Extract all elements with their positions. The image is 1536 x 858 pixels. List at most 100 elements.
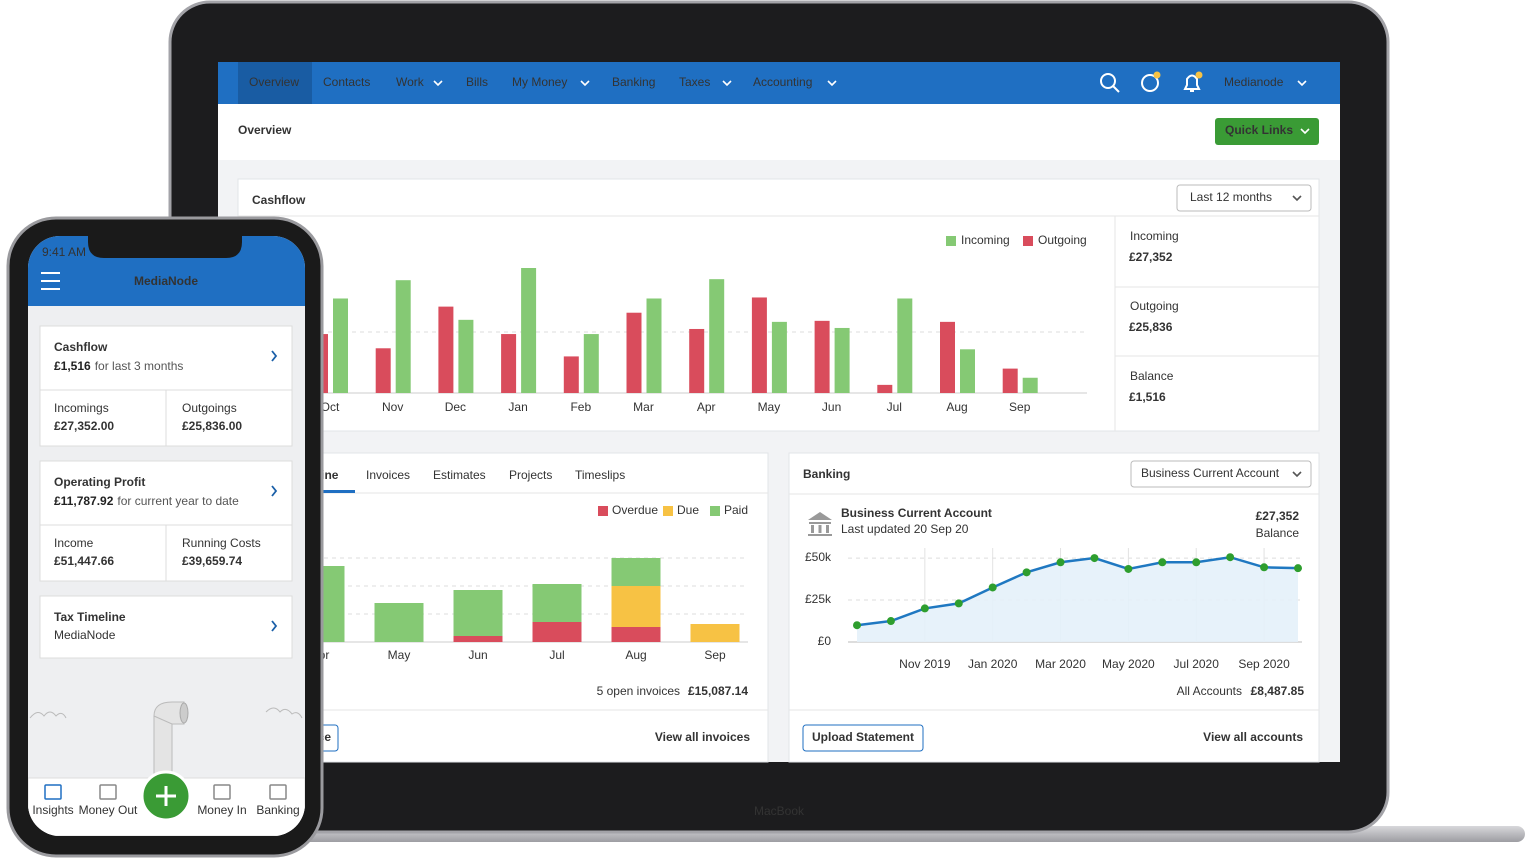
- card-caption: for current year to date: [117, 494, 239, 508]
- bar: [751, 297, 767, 393]
- x-tick-label: Sep 2020: [1238, 657, 1290, 671]
- chevron: [580, 80, 590, 87]
- balance-point: [853, 621, 861, 630]
- bar: [1002, 368, 1018, 393]
- nav-item[interactable]: My Money: [512, 75, 567, 89]
- nav-item[interactable]: Contacts: [323, 75, 370, 89]
- app-title: MediaNode: [134, 274, 198, 288]
- laptop-brand: MacBook: [754, 804, 805, 818]
- bar-segment: [611, 586, 661, 627]
- bar: [877, 384, 893, 393]
- chevron: [271, 620, 278, 632]
- nav-item[interactable]: Bills: [466, 75, 488, 89]
- balance-area: [857, 557, 1298, 642]
- period-select-label[interactable]: Last 12 months: [1190, 190, 1272, 204]
- bar: [626, 312, 642, 393]
- balance-point: [1260, 563, 1269, 572]
- account-menu[interactable]: Medianode: [1224, 75, 1284, 89]
- view-all-invoices[interactable]: View all invoices: [655, 730, 750, 744]
- tab[interactable]: Projects: [509, 468, 552, 482]
- upload-button[interactable]: [802, 724, 924, 752]
- legend-swatch: [663, 506, 673, 516]
- card-title: Cashflow: [54, 340, 108, 354]
- bar: [521, 268, 537, 393]
- tab-label[interactable]: Money In: [197, 803, 246, 817]
- search-icon-handle: [1112, 85, 1120, 93]
- card-amount: £11,787.92: [54, 494, 114, 508]
- y-tick-label: £25k: [805, 592, 832, 606]
- x-tick-label: Feb: [570, 400, 591, 414]
- add-icon: [156, 786, 176, 806]
- balance-point: [920, 604, 929, 613]
- x-tick-label: Apr: [697, 400, 716, 414]
- nav-item[interactable]: Accounting: [753, 75, 812, 89]
- upload-label[interactable]: Upload Statement: [812, 730, 914, 744]
- chevron: [1300, 128, 1310, 135]
- chevron: [271, 350, 278, 362]
- tab-icon[interactable]: [213, 784, 231, 800]
- x-tick-label: Dec: [445, 400, 466, 414]
- bar: [709, 279, 725, 393]
- x-tick-label: Sep: [704, 648, 726, 662]
- bar-segment: [611, 627, 661, 642]
- bar-segment: [532, 584, 582, 622]
- chevron: [827, 80, 837, 87]
- tab[interactable]: Estimates: [433, 468, 486, 482]
- chevron: [433, 80, 443, 87]
- period-select[interactable]: [1176, 184, 1312, 212]
- tab-icon[interactable]: [269, 784, 287, 800]
- chevron: [1297, 80, 1307, 87]
- bar: [458, 319, 474, 393]
- notch: [88, 236, 242, 258]
- legend-label: Outgoing: [1038, 233, 1087, 247]
- all-accounts-label: All Accounts: [1177, 684, 1242, 698]
- account-select[interactable]: [1130, 460, 1312, 488]
- bar-segment: [611, 558, 661, 586]
- nav-item[interactable]: Work: [396, 75, 425, 89]
- card-caption: for last 3 months: [95, 359, 184, 373]
- bar: [689, 328, 705, 393]
- tab-icon[interactable]: [44, 784, 62, 800]
- bar-segment: [453, 636, 503, 642]
- nav-item[interactable]: Overview: [249, 75, 299, 89]
- card-amount: £1,516: [54, 359, 91, 373]
- nav-item[interactable]: Taxes: [679, 75, 710, 89]
- y-tick-label: £50k: [805, 550, 832, 564]
- tab-label[interactable]: Banking: [256, 803, 299, 817]
- bar: [563, 356, 579, 393]
- x-tick-label: Jun: [468, 648, 487, 662]
- balance-point: [1056, 558, 1065, 567]
- phone-card[interactable]: [39, 595, 293, 659]
- x-tick-label: Mar 2020: [1035, 657, 1086, 671]
- x-tick-label: Jul: [887, 400, 902, 414]
- cell-label: Incomings: [54, 401, 109, 415]
- tab[interactable]: Timeslips: [575, 468, 625, 482]
- tab-label[interactable]: Money Out: [79, 803, 138, 817]
- bar: [897, 298, 913, 393]
- tab[interactable]: Invoices: [366, 468, 410, 482]
- x-tick-label: May 2020: [1102, 657, 1155, 671]
- quick-links-label[interactable]: Quick Links: [1225, 123, 1293, 137]
- bell-icon: [1183, 74, 1201, 92]
- legend-swatch: [1023, 236, 1033, 246]
- tab-icon[interactable]: [99, 784, 117, 800]
- account-link[interactable]: Business Current Account: [841, 506, 992, 520]
- bar: [438, 306, 454, 393]
- balance-point: [1158, 558, 1167, 567]
- x-tick-label: Aug: [625, 648, 646, 662]
- card-amount-line: £1,516 for last 3 months: [54, 359, 183, 373]
- x-tick-label: Mar: [633, 400, 654, 414]
- bar: [583, 334, 599, 393]
- view-all-accounts[interactable]: View all accounts: [1203, 730, 1303, 744]
- bar: [395, 280, 411, 393]
- account-select-label[interactable]: Business Current Account: [1141, 466, 1280, 480]
- summary-value: £1,516: [1129, 390, 1166, 404]
- nav-item[interactable]: Banking: [612, 75, 655, 89]
- balance-point: [954, 599, 963, 608]
- cell-value: £25,836.00: [182, 419, 242, 433]
- balance-point: [1090, 554, 1099, 563]
- summary-value: £27,352: [1129, 250, 1173, 264]
- menu-icon-bar: [41, 272, 60, 274]
- tab-label[interactable]: Insights: [32, 803, 73, 817]
- quick-links-button[interactable]: [1215, 118, 1319, 145]
